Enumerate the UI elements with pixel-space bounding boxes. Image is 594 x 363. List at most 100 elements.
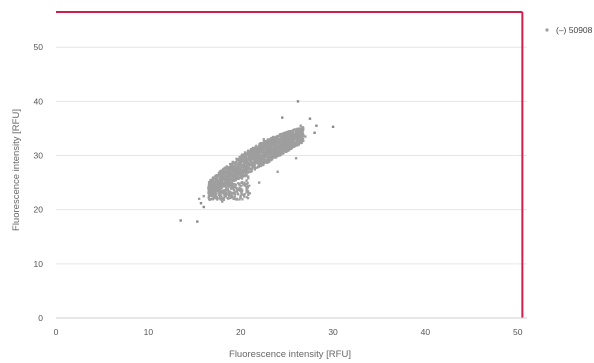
data-point	[270, 140, 273, 143]
data-point	[234, 174, 238, 178]
data-point	[250, 160, 253, 163]
data-point	[239, 189, 242, 192]
data-point	[202, 194, 205, 198]
data-point	[302, 126, 305, 130]
data-point	[227, 185, 230, 189]
data-point	[257, 154, 260, 158]
data-point	[249, 162, 252, 165]
data-point	[225, 177, 228, 180]
data-point	[218, 195, 222, 198]
data-point	[232, 197, 235, 201]
data-point	[213, 185, 217, 188]
data-point	[298, 139, 302, 143]
data-point	[216, 184, 219, 187]
data-point	[297, 143, 301, 146]
data-point	[247, 150, 250, 153]
data-point	[247, 190, 250, 193]
data-point	[217, 185, 221, 189]
data-point	[236, 176, 239, 179]
data-point	[245, 174, 248, 177]
data-point	[281, 152, 284, 155]
data-point	[264, 148, 267, 151]
legend-marker	[545, 28, 549, 32]
y-tick-label: 40	[34, 96, 44, 106]
data-point	[266, 146, 269, 149]
data-point	[245, 187, 248, 190]
data-point	[207, 186, 210, 190]
data-point	[256, 154, 259, 157]
data-point	[242, 183, 245, 186]
data-point	[280, 144, 284, 147]
data-point	[265, 147, 268, 150]
data-point	[292, 139, 295, 142]
data-point	[273, 154, 276, 157]
data-point	[289, 130, 292, 134]
data-point	[265, 154, 269, 157]
data-point	[224, 181, 227, 184]
data-point	[273, 148, 276, 151]
data-point	[279, 142, 282, 145]
data-point	[269, 154, 272, 157]
data-point	[253, 168, 257, 171]
outlier-point	[308, 117, 312, 120]
data-point	[245, 191, 248, 194]
data-point	[279, 150, 282, 153]
data-point	[265, 145, 268, 148]
data-point	[237, 182, 240, 185]
data-point	[251, 163, 254, 167]
data-point	[282, 136, 286, 139]
data-point	[248, 151, 252, 155]
data-point	[228, 193, 231, 196]
data-point	[254, 155, 257, 159]
data-point	[295, 135, 298, 138]
data-point	[228, 194, 231, 198]
data-point	[232, 192, 235, 195]
data-point	[215, 177, 218, 181]
data-point	[219, 172, 222, 175]
data-point	[248, 155, 251, 158]
data-point	[221, 191, 224, 194]
x-tick-label: 30	[328, 327, 338, 337]
data-point	[268, 142, 271, 145]
data-point	[245, 168, 248, 172]
data-point	[236, 158, 239, 162]
data-point	[208, 198, 211, 201]
data-point	[251, 147, 254, 150]
data-point	[287, 137, 290, 140]
data-point	[257, 181, 261, 184]
data-point	[250, 153, 254, 157]
data-point	[269, 143, 272, 147]
data-point	[228, 182, 232, 186]
data-point	[259, 145, 262, 148]
data-point	[268, 151, 271, 154]
data-point	[299, 124, 302, 127]
data-point	[230, 171, 234, 174]
data-point	[275, 143, 279, 146]
data-point	[232, 182, 236, 186]
data-point	[234, 186, 237, 189]
data-point	[291, 143, 294, 146]
data-point	[282, 134, 285, 137]
data-point	[285, 146, 289, 149]
data-point	[229, 169, 232, 173]
data-point	[265, 152, 268, 155]
data-point	[273, 144, 276, 147]
outlier-point	[179, 219, 182, 222]
legend[interactable]: (–) 50908	[545, 25, 593, 35]
data-point	[232, 196, 236, 199]
data-point	[269, 142, 272, 145]
y-axis: 0 10 20 30 40 50	[34, 42, 44, 323]
data-point	[225, 173, 228, 176]
data-point	[235, 189, 238, 192]
data-point	[261, 147, 264, 150]
data-point	[284, 142, 287, 145]
data-point	[250, 168, 253, 171]
data-point	[257, 162, 261, 165]
data-point	[238, 183, 241, 186]
data-point	[243, 161, 247, 164]
data-point	[219, 174, 222, 177]
data-point	[231, 195, 234, 198]
data-point	[211, 189, 215, 192]
data-point	[227, 189, 230, 193]
data-point	[212, 176, 215, 180]
